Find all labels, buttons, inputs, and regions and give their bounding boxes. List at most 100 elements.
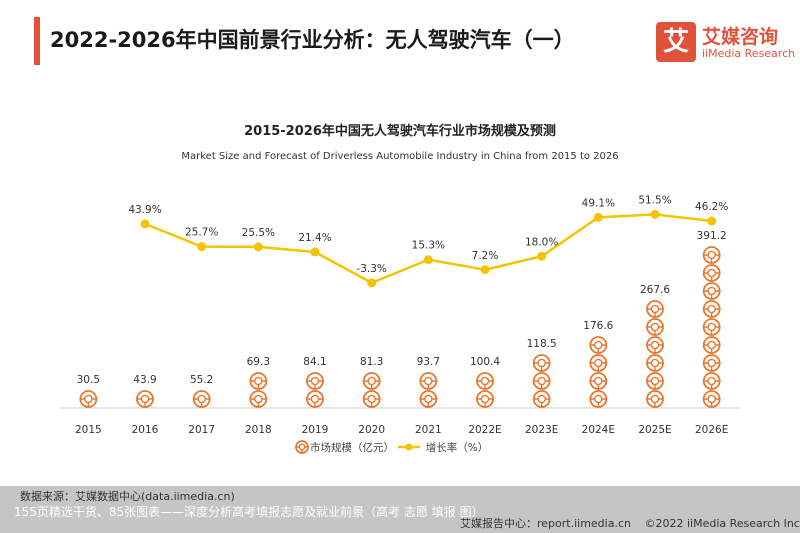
bar-coin-2026E [702,336,721,354]
bar-coin-2018 [249,390,268,408]
chart-subtitle: Market Size and Forecast of Driverless A… [181,151,618,162]
bar-value-label: 100.4 [470,356,500,368]
x-tick-label: 2018 [245,424,272,436]
bar-coin-2025E [646,336,664,354]
growth-rate-label: 21.4% [298,232,331,244]
bar-coin-2023E [532,354,551,372]
x-tick-label: 2022E [468,424,501,436]
growth-rate-point [140,219,150,229]
growth-rate-point [707,216,717,226]
bar-coin-2020 [362,390,381,408]
bar-coin-2019 [306,390,324,408]
growth-rate-label: 7.2% [472,250,499,262]
bar-coin-2026E [702,372,721,390]
bar-value-label: 267.6 [640,284,670,296]
logo-en-text: iiMedia Research [702,47,796,60]
bar-coin-2026E [702,390,721,408]
bar-value-label: 43.9 [133,374,156,386]
bar-coin-2025E [646,390,664,408]
bar-coin-2017 [192,390,211,408]
bar-coin-2021 [419,372,438,390]
bar-value-label: 69.3 [247,356,270,368]
logo-cn-text: 艾媒咨询 [702,26,779,48]
bar-coin-2018 [249,372,268,390]
growth-rate-point [253,242,263,252]
bar-coin-2024E [589,336,608,354]
bar-value-label: 55.2 [190,374,213,386]
x-tick-label: 2015 [75,424,102,436]
bar-coin-2015 [79,390,98,408]
legend-bar-label: 市场规模（亿元） [310,441,394,454]
data-source: 数据来源：艾媒数据中心(data.iimedia.cn) [20,490,235,503]
copyright-text: ©2022 iiMedia Research Inc [644,517,800,530]
bar-coin-2025E [646,300,664,318]
bar-coin-2023E [532,372,551,390]
x-tick-label: 2016 [132,424,159,436]
growth-rate-point [650,209,660,219]
bar-value-label: 176.6 [583,320,613,332]
growth-rate-label: 43.9% [128,204,161,216]
bar-coin-2021 [419,390,438,408]
growth-rate-label: -3.3% [356,263,386,275]
growth-rate-point [480,265,490,275]
growth-rate-label: 25.5% [242,227,275,239]
bar-coin-2016 [136,390,154,408]
bar-coin-2020 [362,372,381,390]
bar-coin-2023E [532,390,551,408]
bar-coin-2024E [589,372,608,390]
bar-coin-2025E [646,372,664,390]
growth-rate-label: 15.3% [412,240,445,252]
x-tick-label: 2026E [695,424,728,436]
bar-coin-2022E [476,372,494,390]
footer-info: 艾媒报告中心：report.iimedia.cn ©2022 iiMedia R… [460,515,800,531]
growth-rate-point [537,251,547,261]
bar-coin-2022E [476,390,494,408]
chart-title: 2015-2026年中国无人驾驶汽车行业市场规模及预测 [244,123,556,139]
bar-coin-2026E [702,300,721,318]
growth-rate-point [197,242,207,252]
growth-rate-label: 46.2% [695,201,728,213]
x-tick-label: 2025E [638,424,671,436]
bar-coin-2024E [589,390,608,408]
growth-rate-label: 51.5% [638,194,671,206]
bar-value-label: 118.5 [527,338,557,350]
legend-bar-icon [295,440,309,454]
bar-value-label: 391.2 [697,230,727,242]
market-size-chart: 2015-2026年中国无人驾驶汽车行业市场规模及预测 Market Size a… [60,123,740,454]
growth-rate-point [310,247,320,257]
growth-rate-label: 49.1% [582,197,615,209]
x-tick-label: 2019 [302,424,329,436]
bar-coin-2025E [646,354,664,372]
x-tick-label: 2023E [525,424,558,436]
bar-value-label: 84.1 [303,356,326,368]
bar-coin-2026E [702,264,721,282]
growth-rate-label: 18.0% [525,236,558,248]
bar-coin-2025E [646,318,664,336]
bar-value-label: 93.7 [417,356,440,368]
bar-value-label: 30.5 [77,374,100,386]
bar-coin-2026E [702,282,721,300]
growth-rate-point [593,212,603,222]
x-tick-label: 2020 [358,424,385,436]
x-tick-label: 2017 [188,424,215,436]
bar-value-label: 81.3 [360,356,383,368]
logo-mark: 艾 [656,22,696,62]
growth-rate-label: 25.7% [185,227,218,239]
bar-coin-2026E [702,246,721,264]
iimedia-logo: 艾 艾媒咨询 iiMedia Research [656,18,796,66]
bar-coin-2019 [306,372,324,390]
bar-coin-2026E [702,318,721,336]
legend-line-point [405,443,413,451]
page-title: 2022-2026年中国前景行业分析：无人驾驶汽车（一） [50,28,575,52]
growth-rate-point [367,278,377,288]
bar-coin-2026E [702,354,721,372]
footer-band [0,486,800,533]
title-accent-bar [34,17,40,65]
report-center-link[interactable]: 艾媒报告中心：report.iimedia.cn [460,517,631,530]
x-tick-label: 2021 [415,424,442,436]
bar-coin-2024E [589,354,608,372]
legend-line-label: 增长率（%） [426,441,488,454]
x-tick-label: 2024E [582,424,615,436]
growth-rate-point [423,255,433,265]
overlay-caption: 155页精选干货、85张图表——深度分析高考填报志愿及就业前景（高考 志愿 填报… [14,505,484,519]
